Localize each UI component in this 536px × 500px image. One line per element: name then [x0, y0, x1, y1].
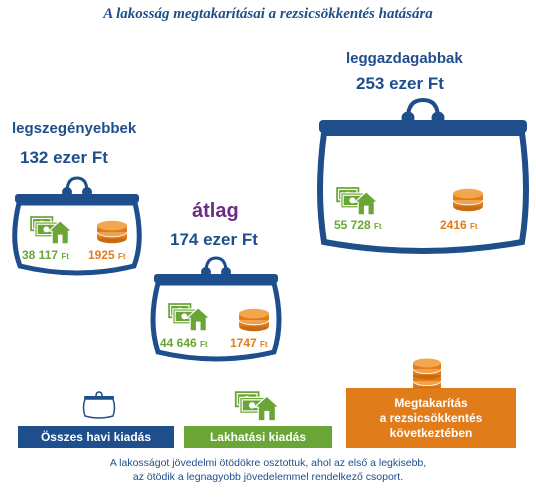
saving-value-average: 1747 Ft [230, 336, 268, 350]
purse-richest [317, 97, 529, 254]
legend-savings-line2: a rezsicsökkentés [379, 410, 483, 425]
group-total-poorest: 132 ezer Ft [20, 148, 108, 167]
coins-icon [452, 188, 484, 212]
saving-value-richest: 2416 Ft [440, 218, 478, 232]
saving-value-poorest: 1925 Ft [88, 248, 126, 262]
money-house-icon [234, 390, 280, 422]
group-label-richest: leggazdagabbak [346, 50, 463, 67]
group-label-poorest: legszegényebbek [12, 120, 137, 137]
money-house-icon [168, 302, 210, 332]
legend-total-spending: Összes havi kiadás [18, 426, 174, 448]
coins-icon [96, 220, 128, 244]
group-label-average: átlag [192, 200, 239, 222]
chart-title: A lakosság megtakarításai a rezsicsökken… [103, 6, 433, 22]
housing-value-richest: 55 728 Ft [334, 218, 382, 232]
group-total-richest: 253 ezer Ft [356, 74, 444, 93]
purse-icon [82, 391, 116, 419]
footnote-line2: az ötödik a legnagyobb jövedelemmel rend… [132, 471, 404, 483]
legend-housing-spending: Lakhatási kiadás [184, 426, 332, 448]
group-total-average: 174 ezer Ft [170, 230, 258, 249]
footnote: A lakosságot jövedelmi ötödökre osztottu… [0, 456, 536, 484]
money-house-icon [30, 215, 72, 245]
legend-savings-line1: Megtakarítás [394, 395, 468, 410]
coins-icon [238, 308, 270, 332]
housing-value-average: 44 646 Ft [160, 336, 208, 350]
purse-average [150, 256, 282, 362]
footnote-line1: A lakosságot jövedelmi ötödökre osztottu… [109, 457, 427, 469]
legend-savings-line3: következtében [389, 425, 473, 440]
legend-savings: Megtakarítás a rezsicsökkentés következt… [346, 388, 516, 448]
housing-value-poorest: 38 117 Ft [22, 248, 69, 262]
money-house-icon [336, 186, 378, 216]
